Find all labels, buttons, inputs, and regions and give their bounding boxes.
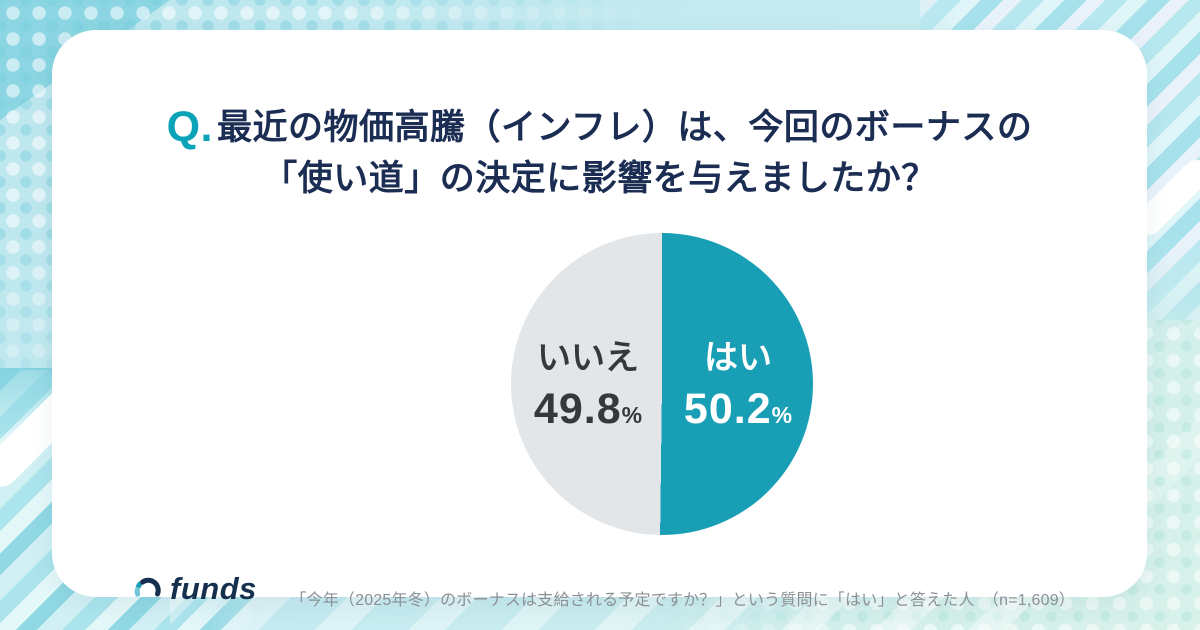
slice-name-no: いいえ [537,339,639,377]
question-title: Q. 最近の物価高騰（インフレ）は、今回のボーナスの 「使い道」の決定に影響を与え… [52,102,1147,204]
pie-slice-label-yes: はい 50.2% [684,335,792,443]
slice-value-yes: 50.2% [683,385,793,433]
funds-logo-text: funds [170,571,257,606]
pie-chart [511,233,813,535]
slice-name-yes: はい [704,339,772,377]
content-card: Q. 最近の物価高騰（インフレ）は、今回のボーナスの 「使い道」の決定に影響を与え… [52,30,1147,609]
slice-value-no: 49.8% [533,385,643,433]
question-line1: 最近の物価高騰（インフレ）は、今回のボーナスの [216,108,1033,147]
pie-slice-label-no: いいえ 49.8% [534,335,642,443]
question-line2: 「使い道」の決定に影響を与えましたか？ [262,159,937,198]
funds-logo: funds [132,571,257,607]
percent-sign: % [771,402,793,428]
question-prefix: Q. [166,103,213,151]
funds-logo-arc-icon [134,577,161,597]
survey-footnote: 「今年（2025年冬）のボーナスは支給される予定ですか？」という質問に「はい」と… [290,592,1075,609]
percent-sign: % [621,402,643,428]
